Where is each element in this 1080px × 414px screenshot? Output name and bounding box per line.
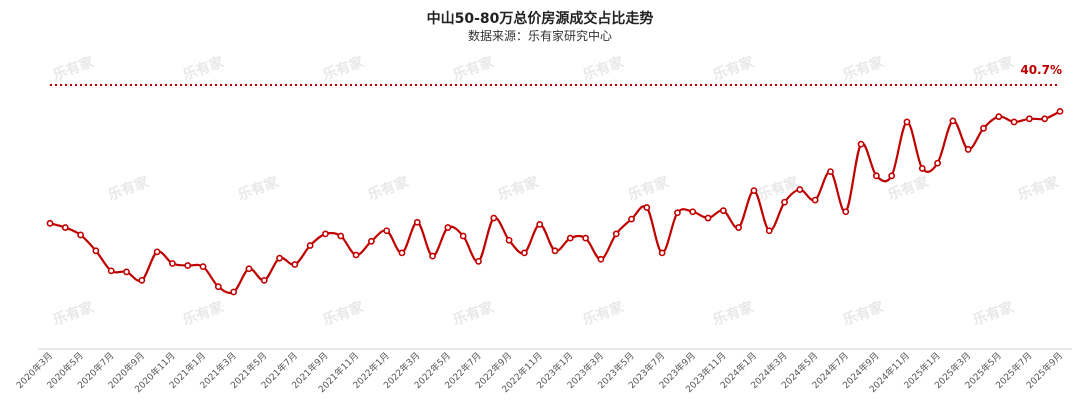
data-point-42 (689, 208, 697, 216)
data-point-22 (383, 227, 391, 235)
watermark-0: 乐有家 (51, 53, 97, 84)
data-point-62 (995, 113, 1003, 121)
data-point-3 (92, 247, 100, 255)
x-tick-labels: 2020年3月2020年5月2020年7月2020年9月2020年11月2021… (14, 350, 1065, 396)
data-point-25 (429, 252, 436, 260)
data-point-41 (674, 209, 681, 217)
data-point-8 (169, 260, 176, 267)
data-point-28 (475, 257, 482, 265)
watermark-11: 乐有家 (496, 173, 542, 204)
watermark-12: 乐有家 (626, 173, 672, 204)
data-point-1 (61, 224, 69, 231)
watermark-20: 乐有家 (581, 298, 627, 329)
watermark-2: 乐有家 (321, 53, 367, 84)
data-point-12 (230, 288, 238, 296)
data-point-31 (520, 249, 528, 257)
data-point-64 (1025, 115, 1033, 123)
data-point-26 (444, 224, 452, 231)
data-point-27 (459, 232, 467, 240)
data-point-57 (918, 165, 926, 172)
data-point-11 (214, 283, 222, 291)
data-point-50 (811, 196, 819, 204)
data-point-16 (291, 261, 299, 268)
data-point-20 (352, 251, 360, 259)
chart-subtitle: 数据来源：乐有家研究中心 (467, 29, 612, 43)
data-point-4 (107, 267, 115, 275)
data-point-47 (765, 227, 773, 235)
reference-value-label: 40.7% (1020, 63, 1062, 77)
data-point-7 (153, 248, 161, 256)
data-point-39 (643, 204, 651, 211)
data-point-49 (796, 186, 804, 193)
data-points (46, 108, 1064, 296)
data-point-59 (949, 117, 957, 125)
data-point-13 (245, 265, 253, 273)
data-point-43 (704, 214, 712, 222)
data-point-35 (582, 234, 590, 242)
data-point-51 (827, 168, 834, 175)
data-point-21 (367, 237, 375, 245)
data-point-34 (566, 234, 574, 242)
data-point-53 (857, 140, 865, 148)
chart-title: 中山50-80万总价房源成交占比走势 (426, 11, 654, 27)
data-point-17 (306, 242, 314, 249)
data-point-46 (750, 187, 758, 194)
watermark-16: 乐有家 (51, 298, 97, 329)
data-point-32 (536, 220, 544, 228)
data-point-0 (46, 219, 54, 227)
watermark-4: 乐有家 (581, 53, 627, 84)
data-point-36 (597, 255, 605, 263)
watermark-23: 乐有家 (971, 298, 1017, 329)
data-point-30 (505, 236, 513, 244)
data-point-54 (872, 172, 880, 180)
watermark-9: 乐有家 (236, 173, 282, 204)
data-point-19 (337, 232, 345, 240)
data-point-23 (398, 249, 406, 257)
data-point-24 (413, 218, 421, 226)
data-point-10 (199, 263, 207, 271)
watermark-22: 乐有家 (841, 298, 887, 329)
watermark-10: 乐有家 (366, 173, 412, 204)
data-point-40 (658, 249, 666, 257)
data-point-38 (628, 215, 635, 223)
watermark-21: 乐有家 (711, 298, 757, 329)
data-point-65 (1041, 115, 1049, 123)
data-point-55 (888, 172, 896, 180)
data-point-9 (184, 262, 192, 269)
data-point-15 (276, 254, 283, 262)
watermark-1: 乐有家 (181, 53, 227, 84)
data-point-29 (490, 214, 498, 222)
watermark-19: 乐有家 (451, 298, 497, 329)
data-point-60 (964, 146, 972, 153)
data-point-44 (719, 207, 727, 215)
data-point-66 (1056, 108, 1064, 115)
watermark-3: 乐有家 (451, 53, 497, 84)
watermark-18: 乐有家 (321, 298, 367, 329)
data-point-2 (77, 231, 85, 239)
data-point-14 (260, 276, 268, 284)
watermark-layer: 乐有家 乐有家 乐有家 乐有家 乐有家 乐有家 乐有家 乐有家乐有家 乐有家 乐有家 乐有家 乐有家乐… (51, 53, 1062, 329)
data-point-5 (123, 268, 130, 276)
watermark-17: 乐有家 (181, 298, 227, 329)
data-point-63 (1010, 118, 1018, 126)
data-point-45 (735, 224, 743, 231)
data-point-52 (842, 208, 850, 216)
watermark-13: 乐有家 (756, 173, 802, 204)
data-point-61 (980, 124, 987, 132)
watermark-8: 乐有家 (106, 173, 152, 204)
watermark-5: 乐有家 (711, 53, 757, 84)
data-point-33 (551, 247, 559, 255)
data-point-48 (781, 198, 788, 206)
watermark-7: 乐有家 (971, 53, 1017, 84)
data-point-58 (934, 159, 941, 167)
data-point-56 (903, 118, 911, 126)
watermark-6: 乐有家 (841, 53, 887, 84)
data-point-37 (612, 230, 620, 238)
watermark-15: 乐有家 (1016, 173, 1062, 204)
data-point-18 (322, 230, 329, 238)
data-point-6 (138, 276, 146, 284)
